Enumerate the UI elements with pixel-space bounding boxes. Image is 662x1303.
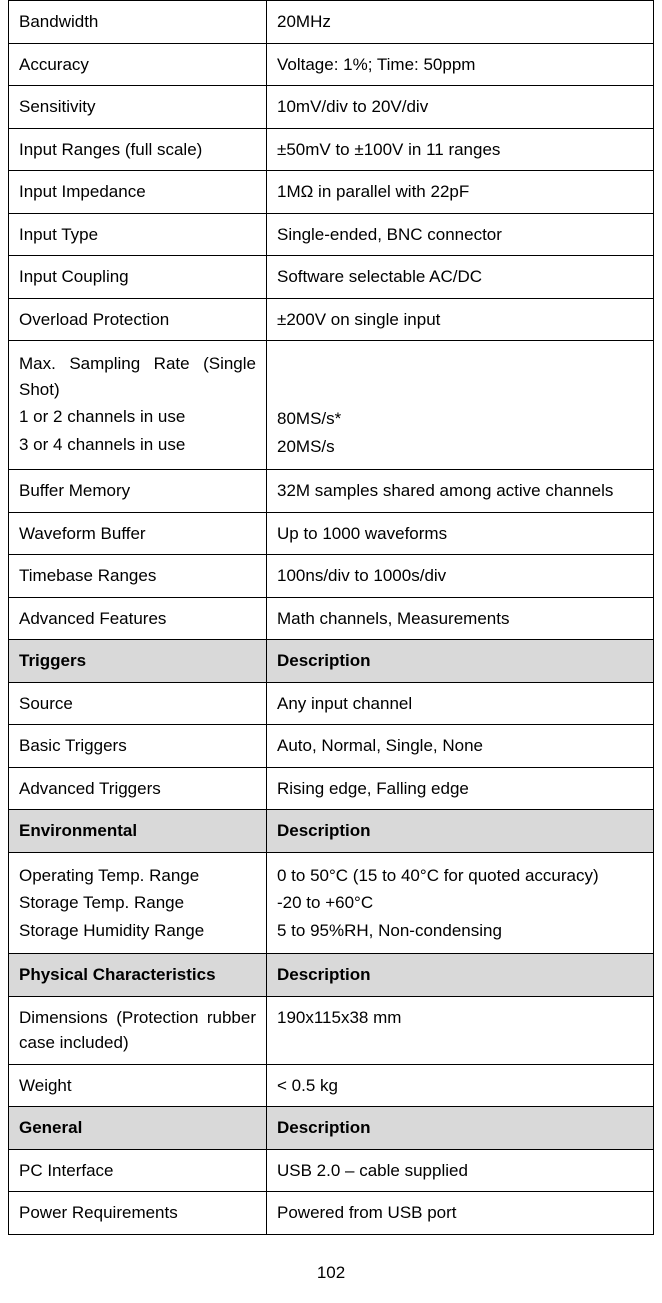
header-left: Physical Characteristics bbox=[9, 954, 267, 997]
spec-value: < 0.5 kg bbox=[267, 1064, 654, 1107]
spec-label: Waveform Buffer bbox=[9, 512, 267, 555]
table-row: Weight< 0.5 kg bbox=[9, 1064, 654, 1107]
spec-value: Math channels, Measurements bbox=[267, 597, 654, 640]
header-right: Description bbox=[267, 640, 654, 683]
spec-label: Source bbox=[9, 682, 267, 725]
spec-label: Advanced Triggers bbox=[9, 767, 267, 810]
spec-label: Overload Protection bbox=[9, 298, 267, 341]
spec-label: Input Impedance bbox=[9, 171, 267, 214]
spec-value: 190x115x38 mm bbox=[267, 996, 654, 1064]
spec-label: Timebase Ranges bbox=[9, 555, 267, 598]
spec-label: Bandwidth bbox=[9, 1, 267, 44]
table-row: Advanced TriggersRising edge, Falling ed… bbox=[9, 767, 654, 810]
spec-value: 0 to 50°C (15 to 40°C for quoted accurac… bbox=[267, 852, 654, 954]
table-row: Operating Temp. RangeStorage Temp. Range… bbox=[9, 852, 654, 954]
spec-label: Max. Sampling Rate (Single Shot)1 or 2 c… bbox=[9, 341, 267, 470]
spec-label: Input Type bbox=[9, 213, 267, 256]
header-right: Description bbox=[267, 954, 654, 997]
spec-label: Weight bbox=[9, 1064, 267, 1107]
header-left: Triggers bbox=[9, 640, 267, 683]
spec-value: 10mV/div to 20V/div bbox=[267, 86, 654, 129]
table-row: Max. Sampling Rate (Single Shot)1 or 2 c… bbox=[9, 341, 654, 470]
table-row: Timebase Ranges100ns/div to 1000s/div bbox=[9, 555, 654, 598]
table-row: Buffer Memory32M samples shared among ac… bbox=[9, 470, 654, 513]
spec-label: Sensitivity bbox=[9, 86, 267, 129]
section-header: Physical CharacteristicsDescription bbox=[9, 954, 654, 997]
spec-value: 1MΩ in parallel with 22pF bbox=[267, 171, 654, 214]
table-row: Waveform BufferUp to 1000 waveforms bbox=[9, 512, 654, 555]
spec-value: Rising edge, Falling edge bbox=[267, 767, 654, 810]
table-row: SourceAny input channel bbox=[9, 682, 654, 725]
table-row: Bandwidth20MHz bbox=[9, 1, 654, 44]
table-row: Power RequirementsPowered from USB port bbox=[9, 1192, 654, 1235]
spec-label: Power Requirements bbox=[9, 1192, 267, 1235]
spec-value: 20MHz bbox=[267, 1, 654, 44]
spec-value: Powered from USB port bbox=[267, 1192, 654, 1235]
spec-label: Buffer Memory bbox=[9, 470, 267, 513]
spec-value: ±50mV to ±100V in 11 ranges bbox=[267, 128, 654, 171]
spec-value: USB 2.0 – cable supplied bbox=[267, 1149, 654, 1192]
section-header: EnvironmentalDescription bbox=[9, 810, 654, 853]
spec-value: Software selectable AC/DC bbox=[267, 256, 654, 299]
table-row: AccuracyVoltage: 1%; Time: 50ppm bbox=[9, 43, 654, 86]
table-row: Input Impedance1MΩ in parallel with 22pF bbox=[9, 171, 654, 214]
spec-label: Input Ranges (full scale) bbox=[9, 128, 267, 171]
spec-value: Voltage: 1%; Time: 50ppm bbox=[267, 43, 654, 86]
header-right: Description bbox=[267, 810, 654, 853]
header-left: Environmental bbox=[9, 810, 267, 853]
table-row: Input Ranges (full scale)±50mV to ±100V … bbox=[9, 128, 654, 171]
spec-table: Bandwidth20MHzAccuracyVoltage: 1%; Time:… bbox=[8, 0, 654, 1235]
spec-value: ±200V on single input bbox=[267, 298, 654, 341]
spec-value: 100ns/div to 1000s/div bbox=[267, 555, 654, 598]
page-number: 102 bbox=[8, 1263, 654, 1283]
table-row: PC InterfaceUSB 2.0 – cable supplied bbox=[9, 1149, 654, 1192]
spec-label: Dimensions (Protection rubber case inclu… bbox=[9, 996, 267, 1064]
spec-label: Accuracy bbox=[9, 43, 267, 86]
table-row: Advanced FeaturesMath channels, Measurem… bbox=[9, 597, 654, 640]
spec-value: 32M samples shared among active channels bbox=[267, 470, 654, 513]
table-row: Input CouplingSoftware selectable AC/DC bbox=[9, 256, 654, 299]
spec-value: Auto, Normal, Single, None bbox=[267, 725, 654, 768]
table-row: Dimensions (Protection rubber case inclu… bbox=[9, 996, 654, 1064]
spec-value: Any input channel bbox=[267, 682, 654, 725]
spec-label: Operating Temp. RangeStorage Temp. Range… bbox=[9, 852, 267, 954]
table-row: Basic TriggersAuto, Normal, Single, None bbox=[9, 725, 654, 768]
table-row: Input TypeSingle-ended, BNC connector bbox=[9, 213, 654, 256]
table-row: Sensitivity10mV/div to 20V/div bbox=[9, 86, 654, 129]
spec-value: 80MS/s*20MS/s bbox=[267, 341, 654, 470]
section-header: TriggersDescription bbox=[9, 640, 654, 683]
spec-value: Up to 1000 waveforms bbox=[267, 512, 654, 555]
spec-label: Basic Triggers bbox=[9, 725, 267, 768]
spec-label: Advanced Features bbox=[9, 597, 267, 640]
table-row: Overload Protection±200V on single input bbox=[9, 298, 654, 341]
spec-value: Single-ended, BNC connector bbox=[267, 213, 654, 256]
spec-label: PC Interface bbox=[9, 1149, 267, 1192]
spec-label: Input Coupling bbox=[9, 256, 267, 299]
